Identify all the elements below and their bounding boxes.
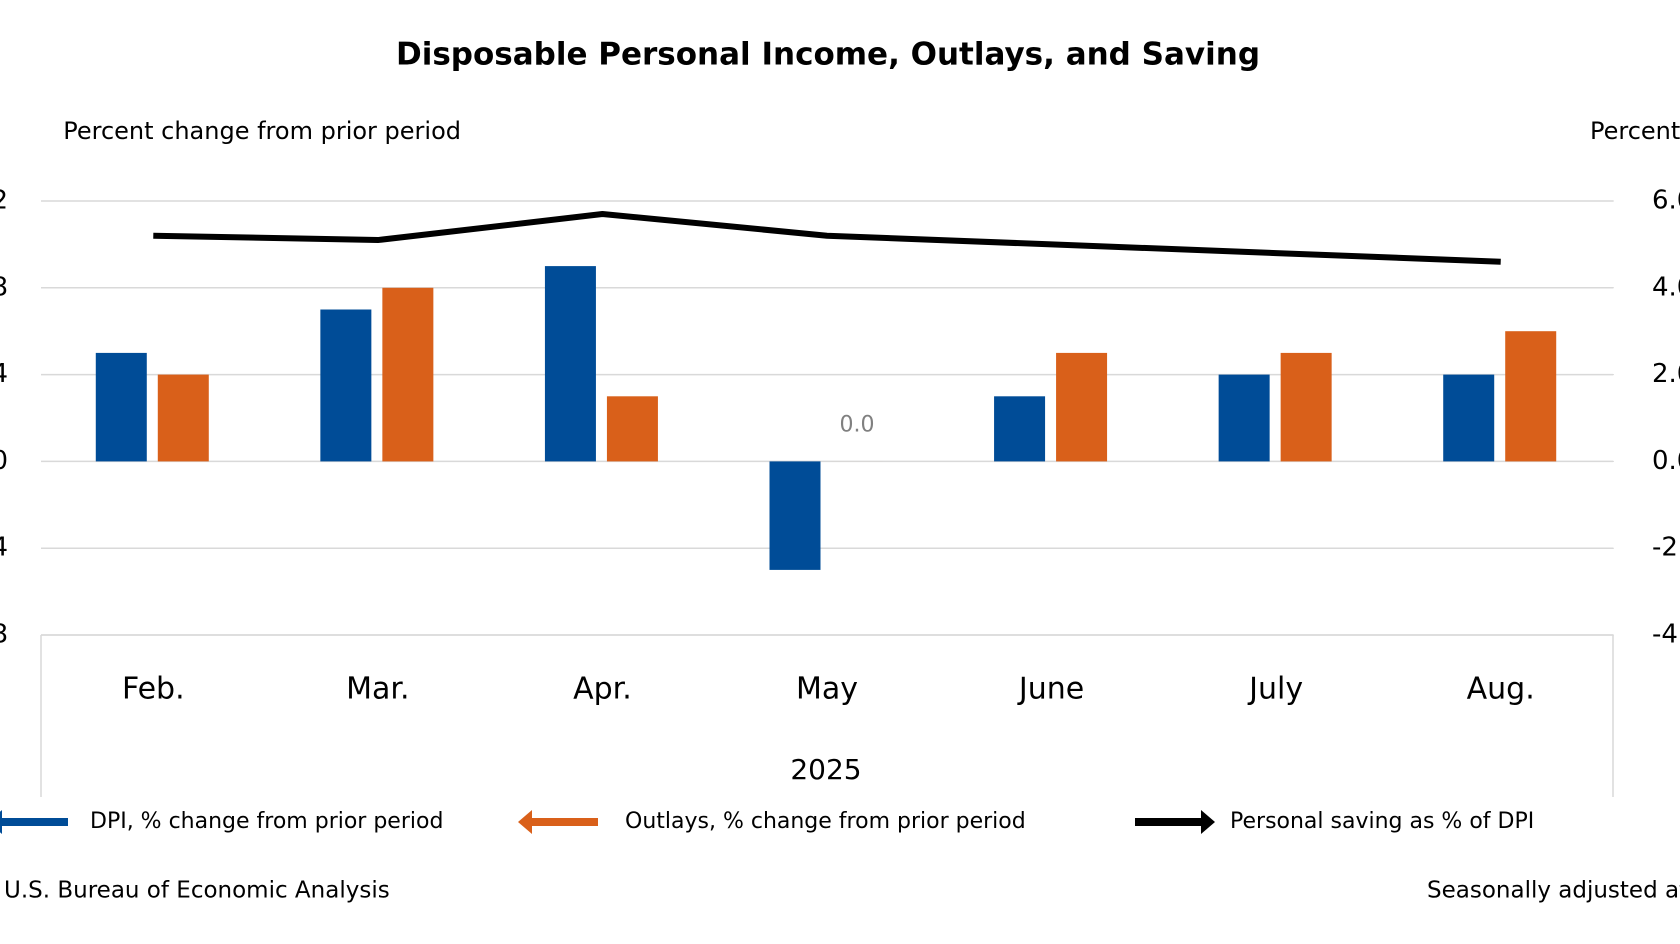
bar [1443, 374, 1495, 462]
bar [994, 396, 1046, 462]
y2-tick-label: -4.0 [1652, 620, 1680, 650]
y2-tick-label: 6.0 [1652, 186, 1680, 216]
legend-arrow [0, 810, 2, 834]
x-axis-label: 2025 [790, 753, 861, 786]
y2-tick-label: -2.0 [1652, 533, 1680, 563]
legend-arrow [1201, 810, 1215, 834]
x-tick-label: June [1017, 672, 1084, 707]
y-tick-label: 0.4 [0, 359, 8, 389]
bar [1505, 331, 1557, 462]
bar [157, 374, 209, 462]
bar [1056, 352, 1108, 462]
y2-tick-label: 2.0 [1652, 359, 1680, 389]
source: U.S. Bureau of Economic Analysis [4, 878, 390, 904]
y-tick-label: 0.8 [0, 272, 8, 302]
bar [382, 287, 434, 462]
bar [320, 309, 372, 462]
y-tick-label: -0.8 [0, 620, 8, 650]
bar [606, 396, 658, 462]
bar [769, 461, 821, 570]
y2-tick-label: 4.0 [1652, 272, 1680, 302]
note: Seasonally adjusted at annual rates [1427, 878, 1680, 904]
y-tick-label: 0.0 [0, 446, 8, 476]
x-tick-label: May [796, 672, 858, 707]
x-tick-label: Feb. [122, 672, 185, 707]
bar [1218, 374, 1270, 462]
chart-title: Disposable Personal Income, Outlays, and… [396, 37, 1260, 73]
y-tick-label: -0.4 [0, 533, 8, 563]
bar [95, 352, 147, 462]
legend-label: Personal saving as % of DPI [1230, 809, 1534, 834]
x-tick-label: Mar. [346, 672, 409, 707]
x-tick-label: Aug. [1467, 672, 1535, 707]
data-label: 0.0 [840, 412, 875, 437]
y2-tick-label: 0.0 [1652, 446, 1680, 476]
legend-label: DPI, % change from prior period [90, 809, 443, 834]
line-series [153, 211, 1501, 265]
bar [544, 266, 596, 462]
y-axis-label: Percent change from prior period [63, 117, 461, 145]
legend-label: Outlays, % change from prior period [625, 809, 1026, 834]
legend-arrow [518, 810, 532, 834]
bar [1280, 352, 1332, 462]
y-tick-label: 1.2 [0, 186, 8, 216]
x-tick-label: July [1247, 672, 1303, 707]
x-tick-label: Apr. [573, 672, 632, 707]
y2-axis-label: Percent [1590, 117, 1680, 145]
